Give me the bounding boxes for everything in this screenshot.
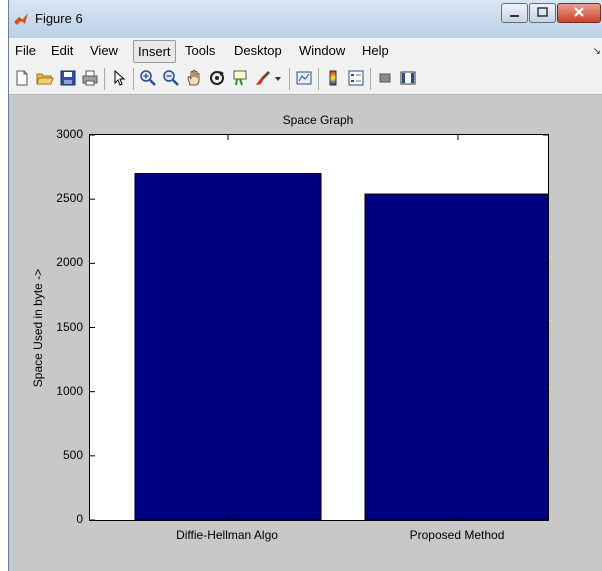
menu-desktop[interactable]: Desktop [234, 43, 282, 58]
rotate-icon[interactable] [208, 69, 226, 87]
bar-0 [134, 173, 322, 521]
pan-icon[interactable] [185, 69, 203, 87]
toolbar-separator [133, 68, 134, 90]
y-tick-label: 2000 [56, 255, 83, 270]
y-tick-label: 0 [76, 512, 83, 526]
link-icon[interactable] [295, 69, 313, 87]
minimize-button[interactable] [501, 3, 528, 23]
y-tick-label: 2500 [56, 191, 83, 206]
close-button[interactable] [557, 3, 601, 23]
window-title: Figure 6 [35, 11, 83, 26]
brush-dropdown-icon[interactable] [273, 69, 283, 87]
plot-axes[interactable] [89, 134, 552, 521]
save-icon[interactable] [59, 69, 77, 87]
matlab-logo-icon [14, 13, 28, 25]
menu-window[interactable]: Window [299, 43, 346, 58]
new-figure-icon[interactable] [13, 69, 31, 87]
y-tick-label: 1500 [56, 319, 83, 334]
bar-1 [364, 193, 552, 521]
close-icon [574, 7, 584, 17]
open-icon[interactable] [36, 69, 54, 87]
minimize-icon [510, 15, 519, 17]
toolbar-separator [104, 68, 105, 90]
toolbar-separator [289, 68, 290, 90]
menu-view[interactable]: View [90, 43, 118, 58]
menu-overflow-icon[interactable]: ↘ [592, 46, 601, 57]
zoom-in-icon[interactable] [139, 69, 157, 87]
chart-title: Space Graph [282, 113, 354, 127]
maximize-icon [537, 7, 548, 17]
show-plot-tools-icon[interactable] [399, 69, 417, 87]
y-tick-label: 3000 [56, 127, 83, 141]
hide-plot-tools-icon[interactable] [376, 69, 394, 87]
y-tick-label: 1000 [56, 383, 83, 398]
menu-edit[interactable]: Edit [51, 43, 74, 58]
colorbar-icon[interactable] [324, 69, 342, 87]
data-cursor-icon[interactable] [231, 69, 249, 87]
y-axis-label: Space Used in byte -> [31, 268, 45, 388]
menu-file[interactable]: File [15, 43, 36, 58]
menu-help[interactable]: Help [362, 43, 389, 58]
toolbar-separator [370, 68, 371, 90]
title-bar[interactable]: Figure 6 [9, 0, 602, 38]
menu-tools[interactable]: Tools [185, 43, 216, 58]
print-icon[interactable] [81, 69, 99, 87]
y-tick-label: 500 [62, 447, 83, 462]
toolbar-separator [318, 68, 319, 90]
x-tick-label: Proposed Method [409, 528, 505, 542]
figure-toolbar [9, 64, 602, 95]
legend-icon[interactable] [347, 69, 365, 87]
menu-insert[interactable]: Insert [133, 40, 176, 63]
zoom-out-icon[interactable] [162, 69, 180, 87]
maximize-button[interactable] [529, 3, 556, 23]
bar-plot [90, 134, 552, 521]
pointer-icon[interactable] [110, 69, 128, 87]
x-tick-label: Diffie-Hellman Algo [176, 528, 278, 542]
menu-bar: File Edit View Insert Tools Desktop Wind… [9, 38, 602, 64]
brush-icon[interactable] [254, 69, 272, 87]
